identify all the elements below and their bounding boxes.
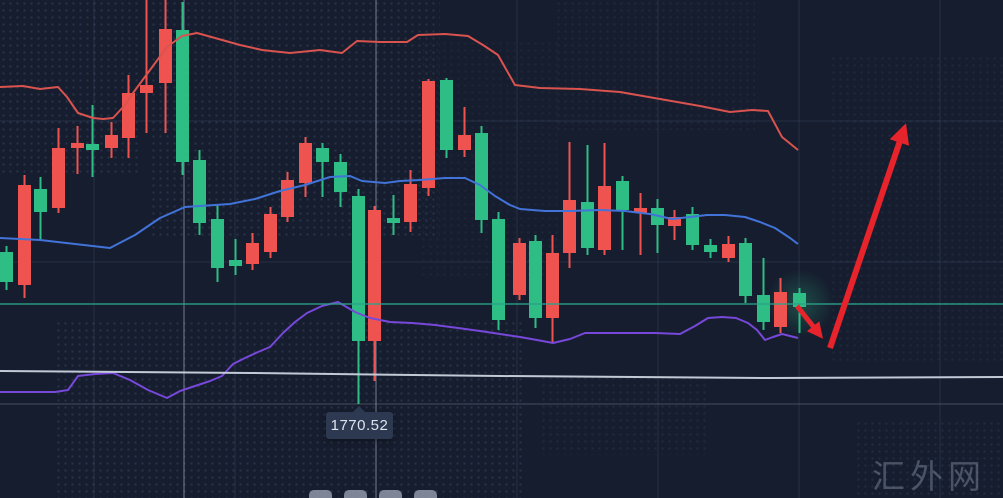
candle-up	[193, 150, 206, 235]
candle-up	[475, 126, 488, 233]
cropped-glyph	[414, 490, 437, 498]
candle-up	[34, 177, 47, 240]
candle-up	[0, 246, 13, 290]
cropped-glyph	[309, 490, 332, 498]
candle-up	[176, 2, 189, 175]
candle-down	[368, 206, 381, 381]
candle-down	[264, 207, 277, 258]
candle-up	[492, 212, 505, 330]
candle-down	[299, 137, 312, 197]
price-low-tooltip: 1770.52	[326, 406, 393, 439]
tooltip-price-value: 1770.52	[330, 417, 389, 434]
candle-down	[458, 107, 471, 157]
trend-annotation-arrow	[795, 123, 910, 349]
candle-down	[105, 122, 118, 158]
candle-up	[229, 239, 242, 275]
candle-down	[122, 75, 135, 158]
candle-down	[159, 0, 172, 133]
candle-up	[651, 199, 664, 253]
candle-up	[704, 239, 717, 258]
candle-up	[757, 258, 770, 330]
candle-down	[513, 238, 526, 300]
candle-down	[546, 235, 559, 342]
candles-layer	[0, 0, 806, 404]
candle-down	[422, 79, 435, 196]
candle-down	[52, 128, 65, 213]
candle-down	[563, 142, 576, 268]
gray-ma-line	[0, 370, 1003, 380]
candle-up	[529, 235, 542, 328]
bollinger-upper-band	[0, 32, 799, 151]
cropped-glyph	[379, 490, 402, 498]
candle-down	[281, 172, 294, 222]
candle-down	[140, 0, 153, 133]
candle-up	[334, 154, 347, 207]
site-watermark: 汇外网	[872, 457, 986, 496]
candle-up	[387, 195, 400, 235]
candle-up	[316, 143, 329, 197]
candle-down	[18, 175, 31, 298]
candle-up	[352, 189, 365, 404]
candle-up	[739, 238, 752, 303]
candle-down	[598, 143, 611, 255]
candle-down	[668, 210, 681, 240]
candle-up	[440, 78, 453, 158]
candle-down	[71, 126, 84, 174]
candle-down	[246, 233, 259, 270]
bollinger-middle-band	[0, 175, 799, 249]
cropped-glyph	[344, 490, 367, 498]
candle-up	[686, 207, 699, 250]
candle-up	[211, 205, 224, 282]
candle-down	[634, 193, 647, 255]
tooltip-pointer-icon	[352, 406, 366, 413]
bollinger-lower-band	[0, 301, 799, 399]
candle-down	[722, 236, 735, 262]
candle-up	[581, 145, 594, 255]
candle-down	[774, 278, 787, 333]
candle-up	[616, 176, 629, 250]
